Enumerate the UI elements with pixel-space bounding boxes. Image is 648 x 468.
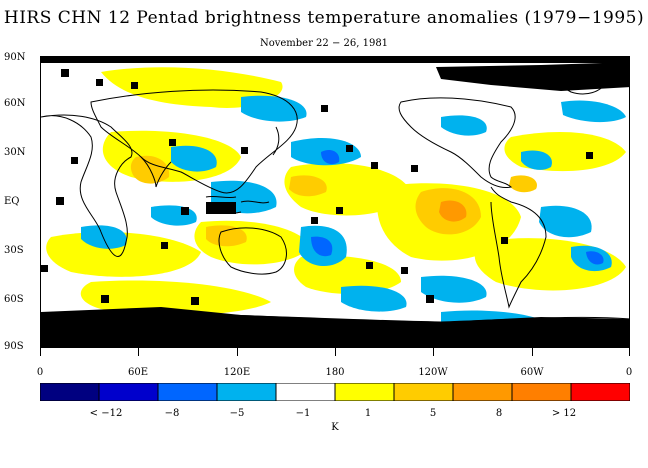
lat-label-eq: EQ	[4, 196, 20, 207]
colorbar-segment-0	[39, 382, 100, 402]
colorbar-label-neg5: −5	[229, 408, 245, 419]
lon-tick-120w	[433, 348, 434, 356]
lat-label-60s: 60S	[4, 294, 24, 305]
colorbar-segment-5	[334, 382, 395, 402]
anomaly-field	[46, 67, 626, 335]
colorbar-segment-1	[98, 382, 159, 402]
colorbar-label-gt-12: > 12	[551, 408, 577, 419]
colorbar-label-lt-12: < −12	[89, 408, 123, 419]
lon-tick-180	[335, 348, 336, 356]
colorbar-label-8: 8	[495, 408, 503, 419]
lat-label-30n: 30N	[4, 147, 26, 158]
lon-tick-0-east	[629, 348, 630, 356]
lat-label-30s: 30S	[4, 245, 24, 256]
colorbar	[39, 382, 631, 402]
colorbar-label-neg1: −1	[295, 408, 311, 419]
lat-label-60n: 60N	[4, 98, 26, 109]
lon-label-120e: 120E	[223, 367, 251, 378]
colorbar-segment-4	[275, 382, 336, 402]
lon-label-60w: 60W	[520, 367, 544, 378]
colorbar-svg	[39, 382, 631, 402]
missing-data	[41, 57, 629, 347]
colorbar-unit: K	[331, 422, 339, 433]
lon-label-0: 0	[36, 367, 44, 378]
colorbar-segment-2	[157, 382, 218, 402]
anomaly-map	[40, 56, 630, 348]
anomaly-map-svg	[41, 57, 629, 347]
lon-tick-120e	[237, 348, 238, 356]
colorbar-segment-3	[216, 382, 277, 402]
lon-tick-60e	[138, 348, 139, 356]
lat-label-90n: 90N	[4, 52, 26, 63]
lon-label-180: 180	[325, 367, 345, 378]
lon-tick-0	[40, 348, 41, 356]
coastlines	[41, 70, 629, 323]
colorbar-label-1: 1	[364, 408, 372, 419]
lon-tick-60w	[532, 348, 533, 356]
figure-subtitle: November 22 − 26, 1981	[259, 38, 389, 49]
colorbar-label-5: 5	[429, 408, 437, 419]
figure-title: HIRS CHN 12 Pentad brightness temperatur…	[3, 8, 645, 28]
colorbar-segment-7	[452, 382, 513, 402]
lon-label-120w: 120W	[418, 367, 448, 378]
lon-label-60e: 60E	[127, 367, 149, 378]
colorbar-segment-6	[393, 382, 454, 402]
colorbar-segment-8	[511, 382, 572, 402]
lat-label-90s: 90S	[4, 341, 24, 352]
colorbar-label-neg8: −8	[164, 408, 180, 419]
colorbar-segment-9	[570, 382, 631, 402]
lon-label-0-east: 0	[625, 367, 633, 378]
